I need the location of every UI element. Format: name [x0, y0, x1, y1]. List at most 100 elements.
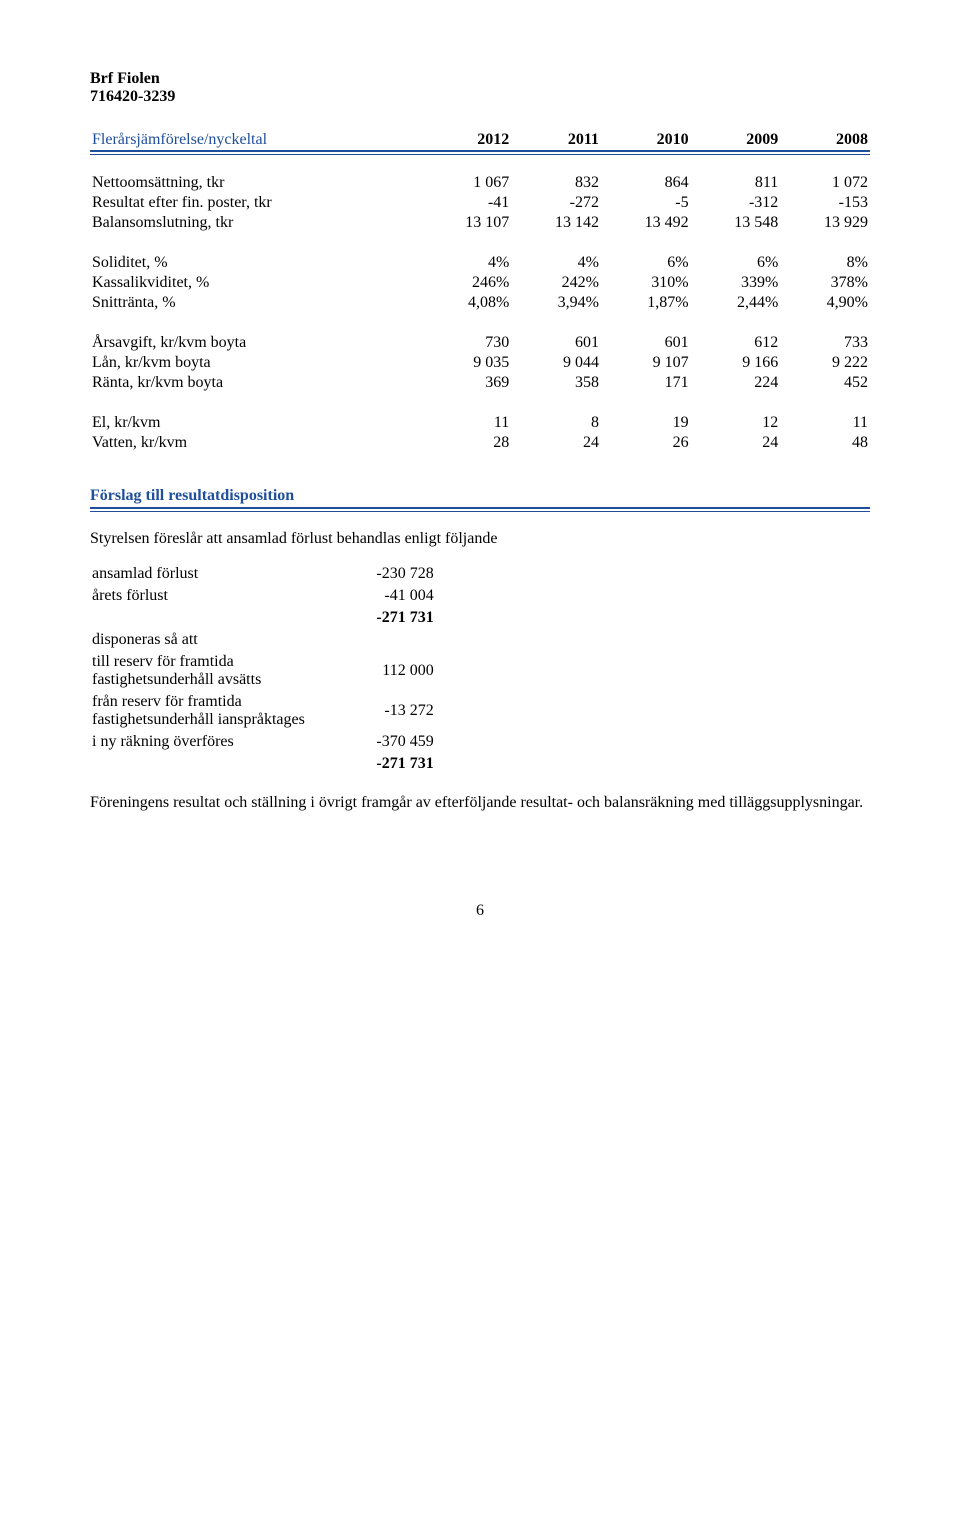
- row-value: 246%: [422, 273, 512, 293]
- disposition-table: ansamlad förlust -230 728 årets förlust …: [90, 562, 870, 776]
- table-row: från reserv för framtida fastighetsunder…: [92, 692, 868, 730]
- row-label: Kassalikviditet, %: [90, 273, 422, 293]
- table-row: i ny räkning överföres -370 459: [92, 732, 868, 752]
- disp-value: -41 004: [314, 586, 434, 606]
- table-row: Årsavgift, kr/kvm boyta730601601612733: [90, 333, 870, 353]
- row-label: Balansomslutning, tkr: [90, 213, 422, 233]
- year-col: 2012: [422, 130, 512, 150]
- row-value: 19: [601, 413, 691, 433]
- document-header: Brf Fiolen 716420-3239: [90, 70, 870, 106]
- section1-rule: [90, 150, 870, 155]
- keyfigures-table: Nettoomsättning, tkr1 0678328648111 072R…: [90, 173, 870, 453]
- row-value: 452: [780, 373, 870, 393]
- table-row: -271 731: [92, 608, 868, 628]
- spacer-row: [90, 313, 870, 333]
- disp-value: -370 459: [314, 732, 434, 752]
- row-value: 9 035: [422, 353, 512, 373]
- row-value: 369: [422, 373, 512, 393]
- section1-title: Flerårsjämförelse/nyckeltal: [90, 130, 422, 150]
- disp-label: årets förlust: [92, 586, 312, 606]
- row-value: 13 107: [422, 213, 512, 233]
- row-value: 310%: [601, 273, 691, 293]
- table-row: -271 731: [92, 754, 868, 774]
- row-value: 358: [511, 373, 601, 393]
- row-value: 378%: [780, 273, 870, 293]
- disp-label: ansamlad förlust: [92, 564, 312, 584]
- row-value: 224: [691, 373, 781, 393]
- section2-title: Förslag till resultatdisposition: [90, 487, 870, 505]
- spacer-row: [90, 393, 870, 413]
- year-col: 2010: [601, 130, 691, 150]
- table-row: Ränta, kr/kvm boyta369358171224452: [90, 373, 870, 393]
- row-value: 612: [691, 333, 781, 353]
- row-label: Vatten, kr/kvm: [90, 433, 422, 453]
- row-value: 3,94%: [511, 293, 601, 313]
- row-value: 242%: [511, 273, 601, 293]
- row-value: 9 044: [511, 353, 601, 373]
- row-label: El, kr/kvm: [90, 413, 422, 433]
- year-col: 2011: [511, 130, 601, 150]
- disp-sum-top: -271 731: [314, 608, 434, 628]
- row-value: 9 222: [780, 353, 870, 373]
- row-value: 811: [691, 173, 781, 193]
- row-value: 11: [780, 413, 870, 433]
- row-value: 13 142: [511, 213, 601, 233]
- row-label: Lån, kr/kvm boyta: [90, 353, 422, 373]
- table-row: disponeras så att: [92, 630, 868, 650]
- row-value: 24: [511, 433, 601, 453]
- disp-value: -13 272: [314, 692, 434, 730]
- disp-value: -230 728: [314, 564, 434, 584]
- disp-label: till reserv för framtida fastighetsunder…: [92, 652, 312, 690]
- row-value: 1 072: [780, 173, 870, 193]
- section2-rule: [90, 507, 870, 512]
- row-label: Resultat efter fin. poster, tkr: [90, 193, 422, 213]
- page-number: 6: [90, 902, 870, 920]
- row-value: 832: [511, 173, 601, 193]
- keyfigures-header-table: Flerårsjämförelse/nyckeltal 2012 2011 20…: [90, 130, 870, 150]
- row-value: 171: [601, 373, 691, 393]
- row-value: -41: [422, 193, 512, 213]
- table-row: Resultat efter fin. poster, tkr-41-272-5…: [90, 193, 870, 213]
- row-value: 13 929: [780, 213, 870, 233]
- row-value: 12: [691, 413, 781, 433]
- table-row: årets förlust -41 004: [92, 586, 868, 606]
- row-value: 9 166: [691, 353, 781, 373]
- row-value: 601: [601, 333, 691, 353]
- row-value: -153: [780, 193, 870, 213]
- row-value: 6%: [691, 253, 781, 273]
- org-name: Brf Fiolen: [90, 70, 870, 88]
- disp-label: i ny räkning överföres: [92, 732, 312, 752]
- row-value: 8: [511, 413, 601, 433]
- disp-value: 112 000: [314, 652, 434, 690]
- row-label: Soliditet, %: [90, 253, 422, 273]
- disp-sum-bot: -271 731: [314, 754, 434, 774]
- row-value: 1,87%: [601, 293, 691, 313]
- org-number: 716420-3239: [90, 88, 870, 106]
- row-label: Ränta, kr/kvm boyta: [90, 373, 422, 393]
- section2-intro: Styrelsen föreslår att ansamlad förlust …: [90, 530, 870, 548]
- row-value: 4,08%: [422, 293, 512, 313]
- table-row: Nettoomsättning, tkr1 0678328648111 072: [90, 173, 870, 193]
- row-value: 13 492: [601, 213, 691, 233]
- table-row: Kassalikviditet, %246%242%310%339%378%: [90, 273, 870, 293]
- row-value: 6%: [601, 253, 691, 273]
- row-value: 9 107: [601, 353, 691, 373]
- row-value: 864: [601, 173, 691, 193]
- row-value: 339%: [691, 273, 781, 293]
- row-value: 26: [601, 433, 691, 453]
- row-value: 4%: [511, 253, 601, 273]
- row-value: 11: [422, 413, 512, 433]
- row-value: 4,90%: [780, 293, 870, 313]
- row-value: -5: [601, 193, 691, 213]
- row-value: 13 548: [691, 213, 781, 233]
- table-row: ansamlad förlust -230 728: [92, 564, 868, 584]
- row-value: -312: [691, 193, 781, 213]
- table-row: El, kr/kvm118191211: [90, 413, 870, 433]
- row-label: Snittränta, %: [90, 293, 422, 313]
- row-value: 601: [511, 333, 601, 353]
- year-col: 2009: [691, 130, 781, 150]
- table-row: Balansomslutning, tkr13 10713 14213 4921…: [90, 213, 870, 233]
- row-value: 28: [422, 433, 512, 453]
- row-value: 48: [780, 433, 870, 453]
- row-value: 733: [780, 333, 870, 353]
